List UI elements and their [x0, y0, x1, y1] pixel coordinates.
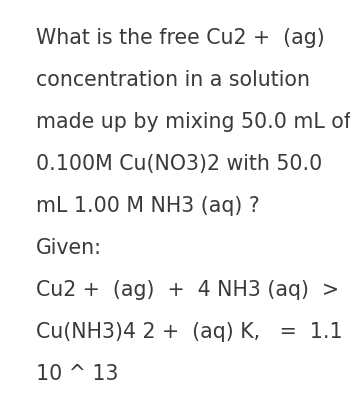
Text: What is the free Cu2 +  (ag): What is the free Cu2 + (ag) [36, 28, 325, 48]
Text: 10 ^ 13: 10 ^ 13 [36, 364, 119, 384]
Text: Cu2 +  (ag)  +  4 NH3 (aq)  >  <: Cu2 + (ag) + 4 NH3 (aq) > < [36, 280, 350, 300]
Text: concentration in a solution: concentration in a solution [36, 70, 310, 90]
Text: mL 1.00 M NH3 (aq) ?: mL 1.00 M NH3 (aq) ? [36, 196, 260, 216]
Text: 0.100M Cu(NO3)2 with 50.0: 0.100M Cu(NO3)2 with 50.0 [36, 154, 322, 174]
Text: Cu(NH3)4 2 +  (aq) K,   =  1.1 x: Cu(NH3)4 2 + (aq) K, = 1.1 x [36, 322, 350, 342]
Text: made up by mixing 50.0 mL of: made up by mixing 50.0 mL of [36, 112, 350, 132]
Text: Given:: Given: [36, 238, 102, 258]
